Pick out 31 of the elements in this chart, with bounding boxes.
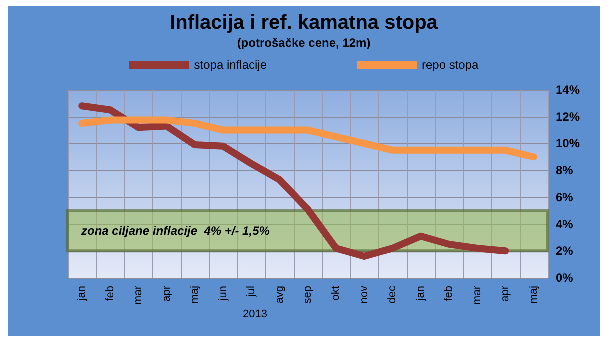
y-tick-label: 8% [556, 164, 574, 178]
x-tick-label: mar [132, 286, 145, 305]
x-tick-label: nov [358, 286, 370, 304]
x-tick-label: avg [274, 286, 286, 304]
x-tick-label: jul [246, 286, 258, 298]
chart-title: Inflacija i ref. kamatna stopa [170, 12, 439, 34]
text: 2013 [243, 308, 268, 320]
x-tick-label: apr [500, 286, 512, 302]
x-tick-label: okt [330, 286, 342, 301]
legend-label: repo stopa [422, 58, 480, 72]
y-tick-label: 2% [556, 244, 574, 258]
y-tick-label: 12% [556, 110, 580, 124]
y-tick-label: 14% [556, 83, 580, 97]
x-tick-label: mar [471, 286, 484, 305]
y-tick-label: 10% [556, 136, 580, 151]
y-tick-label: 4% [556, 217, 574, 232]
x-tick-label: maj [189, 286, 202, 304]
x-tick-label: jun [217, 286, 230, 302]
y-tick-label: 0% [556, 271, 574, 285]
band-label: zona ciljane inflacije 4% +/- 1,5% [80, 224, 270, 238]
x-tick-label: feb [443, 286, 456, 302]
x-tick-label: maj [528, 286, 540, 304]
y-tick-label: 6% [556, 190, 574, 204]
legend-label: stopa inflacije [194, 58, 268, 72]
x-tick-label: apr [160, 286, 173, 302]
x-tick-label: dec [386, 286, 399, 304]
x-tick-label: sep [302, 286, 314, 304]
chart-subtitle: (potrošačke cene, 12m) [237, 36, 371, 50]
x-tick-label: jan [76, 286, 88, 302]
x-tick-label: jan [414, 286, 427, 302]
x-tick-label: feb [104, 286, 116, 302]
